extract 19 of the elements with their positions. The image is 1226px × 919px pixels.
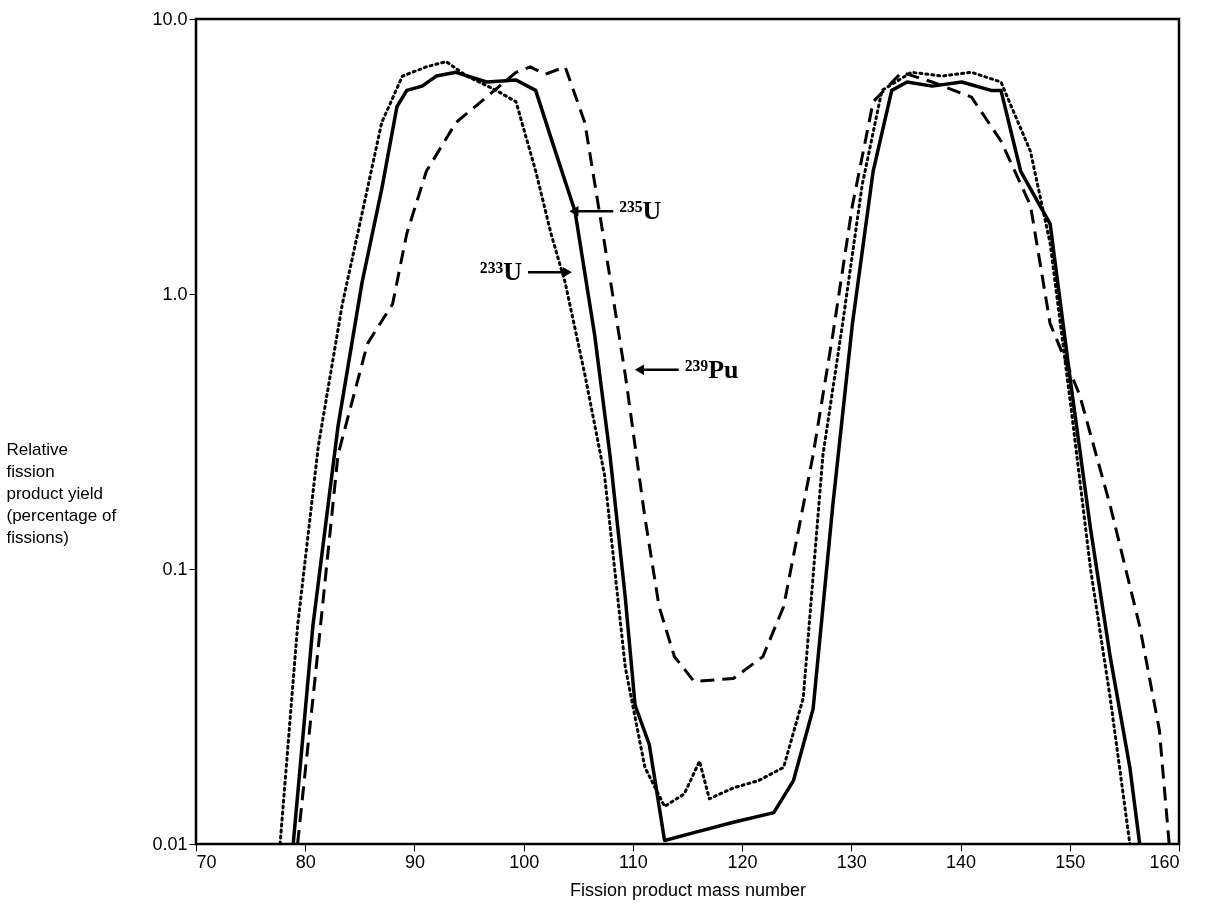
x-tick-label: 80 bbox=[295, 851, 316, 872]
y-tick-label: 0.1 bbox=[162, 558, 188, 579]
x-tick-label: 160 bbox=[1149, 851, 1180, 872]
annotation: ²³³U bbox=[479, 257, 523, 287]
y-tick-label: 10.0 bbox=[152, 8, 188, 29]
x-tick-label: 150 bbox=[1055, 851, 1086, 872]
x-tick-label: 130 bbox=[836, 851, 867, 872]
x-tick-label: 90 bbox=[404, 851, 425, 872]
annotation: ²³⁵U bbox=[619, 196, 662, 226]
x-tick-label: 100 bbox=[509, 851, 540, 872]
y-tick-label: 0.01 bbox=[152, 833, 188, 854]
x-tick-label: 120 bbox=[727, 851, 758, 872]
x-axis-title: Fission product mass number bbox=[569, 879, 807, 900]
y-tick-label: 1.0 bbox=[162, 283, 188, 304]
annotation: ²³⁹Pu bbox=[684, 354, 739, 384]
x-tick-label: 110 bbox=[619, 851, 648, 872]
x-tick-label: 140 bbox=[946, 851, 977, 872]
x-tick-label: 70 bbox=[196, 851, 217, 872]
y-axis-title: Relative fission product yield (percentage of fissions) bbox=[6, 439, 117, 547]
